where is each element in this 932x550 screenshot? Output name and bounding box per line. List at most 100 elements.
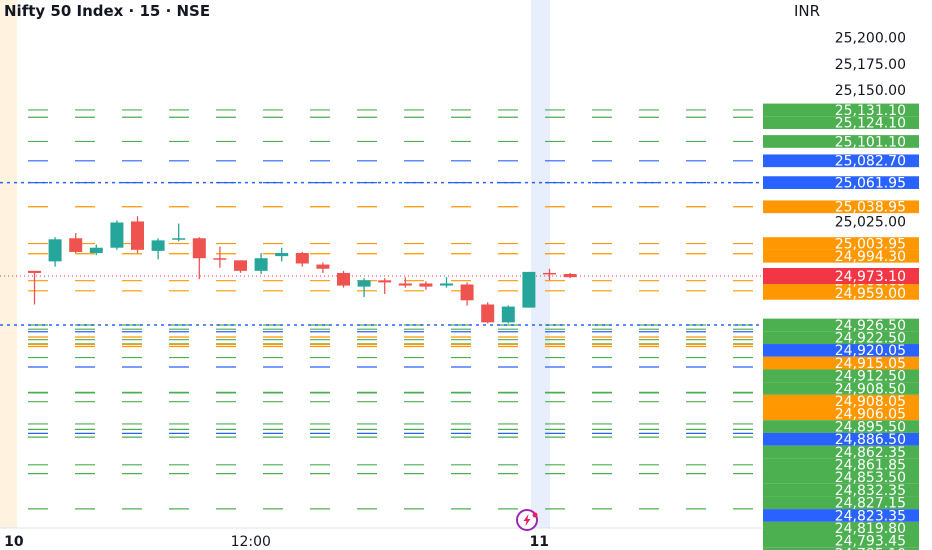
price-label-bg-25 [763,509,919,522]
candle-body-24 [522,271,536,308]
price-label-bg-9 [763,287,919,300]
candle-body-18 [398,283,412,286]
price-label-bg-10 [763,318,919,332]
price-label-22: 24,853.50 [835,470,906,486]
extended-levels [0,181,762,326]
price-label-19: 24,886.50 [835,432,906,448]
price-label-bg-19 [763,432,919,446]
candle-body-3 [89,247,103,253]
candle-body-17 [378,280,392,283]
price-label-11: 24,922.50 [835,331,906,347]
price-label-bg-15 [763,382,919,395]
price-label-5: 25,038.95 [835,200,906,216]
candle-body-21 [460,284,474,301]
price-label-14: 24,912.50 [835,369,906,385]
price-tick-1: 25,175.00 [835,57,906,73]
candle-body-11 [254,258,268,271]
price-label-21: 24,861.85 [835,458,906,474]
price-levels [28,109,762,510]
price-label-bg-5 [763,200,919,214]
price-label-bg-13 [763,356,919,370]
price-label-23: 24,832.35 [835,483,906,499]
candle-body-16 [357,280,371,287]
price-label-bg-6 [763,237,919,250]
price-label-6: 25,003.95 [835,236,906,252]
price-label-bg-17 [763,407,919,421]
price-label-28: 24,785.10 [835,546,906,550]
price-label-10: 24,926.50 [835,318,906,334]
price-label-bg-23 [763,483,919,497]
price-label-27: 24,793.45 [835,534,906,550]
time-tick-1: 12:00 [231,534,271,550]
price-label-bg-21 [763,458,919,472]
price-label-13: 24,915.05 [835,356,906,372]
currency-label: INR [794,2,821,20]
price-label-bg-16 [763,394,919,408]
session-start-band [0,0,17,528]
price-label-bg-26 [763,521,919,535]
candle-body-0 [28,270,41,273]
price-label-bg-2 [763,135,919,148]
price-label-17: 24,906.05 [835,407,906,423]
price-axis: 25,200.00 25,175.00 25,150.00 25,025.00 25,1… [763,31,919,550]
price-label-9: 24,959.00 [835,286,906,302]
price-label-26: 24,819.80 [835,521,906,537]
price-label-bg-20 [763,445,919,459]
candle-body-2 [69,238,83,252]
price-label-bg-12 [763,344,919,357]
price-label-bg-0 [763,103,919,117]
candle-body-20 [440,283,453,286]
candle-body-19 [419,283,433,287]
candle-body-15 [337,272,350,286]
price-label-bg-3 [763,154,919,168]
candle-body-7 [172,238,186,240]
time-tick-0: 10 [4,534,24,550]
time-axis: 10 12:00 11 [0,527,762,550]
price-label-bg-22 [763,471,919,484]
chart-title: Nifty 50 Index · 15 · NSE [4,2,211,20]
candle-body-23 [501,306,515,323]
price-label-15: 24,908.50 [835,381,906,397]
price-label-25: 24,823.35 [835,508,906,524]
price-tick-3: 25,025.00 [835,214,906,230]
price-label-bg-27 [763,534,919,548]
price-label-18: 24,895.50 [835,419,906,435]
price-label-bg-1 [763,116,919,129]
price-tick-0: 25,200.00 [835,31,906,47]
candle-body-14 [316,264,330,269]
candle-body-13 [295,252,309,264]
price-label-bg-24 [763,496,919,510]
price-label-7: 24,994.30 [835,249,906,265]
price-label-0: 25,131.10 [835,103,906,119]
candle-body-6 [151,240,165,251]
time-tick-2: 11 [529,534,548,550]
price-label-bg-7 [763,249,919,263]
lightning-bolt-icon[interactable] [516,509,538,531]
candle-body-1 [48,239,62,262]
candle-body-26 [563,274,577,278]
price-tick-2: 25,150.00 [835,83,906,99]
candle-body-25 [543,272,556,275]
price-label-4: 25,061.95 [835,175,906,191]
price-label-1: 25,124.10 [835,115,906,131]
price-label-bg-18 [763,420,919,433]
price-label-16: 24,908.05 [835,394,906,410]
price-label-bg-4 [763,176,919,189]
price-label-bg-11 [763,331,919,345]
price-label-3: 25,082.70 [835,154,906,170]
candle-body-8 [192,238,206,259]
price-label-bg-28 [763,547,919,550]
candles [28,216,577,324]
candle-body-12 [275,252,289,257]
price-label-bg-14 [763,369,919,383]
candle-body-9 [213,258,227,260]
price-label-2: 25,101.10 [835,134,906,150]
last-price-label: 24,973.10 [835,269,906,285]
last-price-badge [763,267,919,284]
candle-body-10 [234,260,247,271]
session-highlight-band [531,0,550,528]
candle-body-5 [131,221,144,250]
price-label-20: 24,862.35 [835,445,906,461]
candle-body-4 [110,222,124,248]
